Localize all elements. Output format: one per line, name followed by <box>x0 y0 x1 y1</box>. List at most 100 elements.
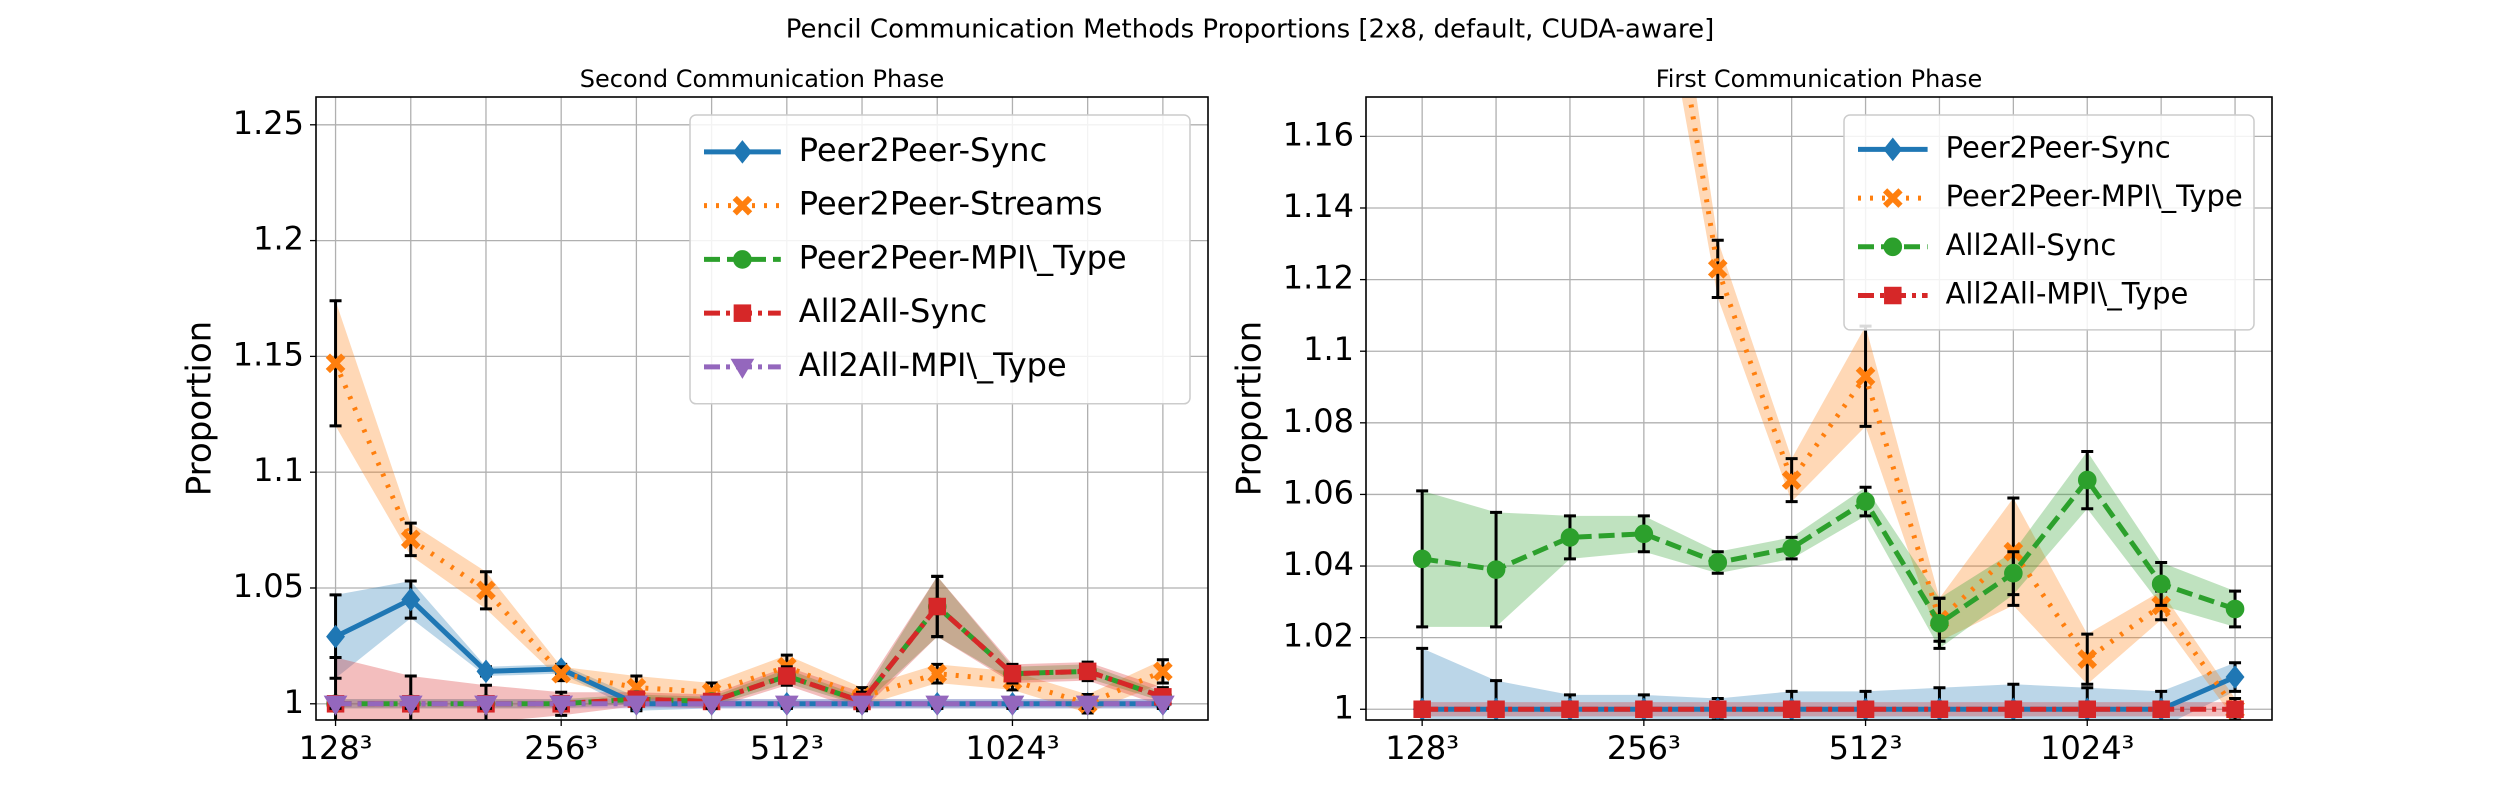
marker <box>1000 695 1025 716</box>
legend-label: Peer2Peer-Sync <box>1946 130 2171 164</box>
marker <box>325 353 346 374</box>
marker <box>1882 188 1903 208</box>
marker <box>1930 700 1949 719</box>
x-tick-label: 128³ <box>299 729 373 767</box>
legend-label: Peer2Peer-Streams <box>799 185 1103 223</box>
axes-title: First Communication Phase <box>1656 65 1983 93</box>
marker <box>624 695 649 716</box>
marker <box>1707 259 1728 279</box>
marker <box>2077 470 2097 490</box>
marker <box>850 695 874 716</box>
marker <box>699 695 724 716</box>
marker <box>1883 237 1903 257</box>
marker <box>2152 700 2170 719</box>
axes-frame <box>315 96 1209 721</box>
marker <box>732 195 753 216</box>
x-tick-label: 1024³ <box>2040 729 2134 767</box>
error-band <box>1681 97 2236 720</box>
marker <box>323 695 348 716</box>
y-tick-label: 1.02 <box>1283 617 1354 655</box>
y-tick-label: 1.06 <box>1283 473 1354 511</box>
series-line <box>334 596 1163 707</box>
marker <box>2225 599 2245 619</box>
marker <box>551 663 572 684</box>
x-tick-label: 512³ <box>750 729 824 767</box>
marker <box>778 667 796 685</box>
marker <box>1884 286 1902 305</box>
y-tick-label: 1.1 <box>1303 330 1354 368</box>
marker <box>2004 563 2023 583</box>
marker <box>1487 700 1505 719</box>
marker <box>2004 700 2023 719</box>
error-band <box>335 581 1163 711</box>
marker <box>1709 700 1727 719</box>
marker <box>1412 549 1432 569</box>
plot-area <box>323 299 1175 720</box>
marker <box>474 695 498 716</box>
legend-label: Peer2Peer-MPI\_Type <box>799 238 1127 276</box>
marker <box>1413 700 1431 719</box>
marker <box>1634 524 1654 544</box>
series-line <box>1687 97 2238 711</box>
marker <box>1782 538 1801 558</box>
error-band <box>335 576 1163 720</box>
legend-box <box>689 114 1191 405</box>
marker <box>1855 366 1876 387</box>
legend-label: All2All-MPI\_Type <box>1946 277 2189 311</box>
marker <box>733 250 752 269</box>
y-tick-label: 1.25 <box>233 104 304 142</box>
marker <box>549 695 574 716</box>
axes-title: Second Communication Phase <box>580 65 944 93</box>
marker <box>1075 695 1100 716</box>
y-tick-label: 1.2 <box>253 220 304 258</box>
marker <box>1930 614 1949 633</box>
marker <box>401 587 421 612</box>
y-axis-label: Proportion <box>1230 321 1270 496</box>
x-tick-label: 1024³ <box>965 729 1059 767</box>
legend-label: All2All-MPI\_Type <box>799 346 1067 384</box>
marker <box>2077 649 2098 669</box>
marker <box>732 140 752 164</box>
legend-label: Peer2Peer-MPI\_Type <box>1946 179 2243 213</box>
marker <box>927 663 948 684</box>
marker <box>733 304 752 322</box>
marker <box>326 624 345 649</box>
y-tick-label: 1.14 <box>1283 187 1354 225</box>
y-axis-label: Proportion <box>180 321 220 496</box>
error-band <box>335 576 1163 709</box>
legend-label: Peer2Peer-Sync <box>799 131 1047 169</box>
y-tick-label: 1.1 <box>253 451 304 489</box>
marker <box>928 597 946 616</box>
marker <box>1003 664 1022 683</box>
marker <box>1635 700 1653 719</box>
marker <box>1561 700 1579 719</box>
y-tick-label: 1.05 <box>233 567 304 605</box>
marker <box>2225 665 2245 689</box>
marker <box>1560 528 1580 547</box>
marker <box>398 695 423 716</box>
x-tick-label: 256³ <box>1607 729 1681 767</box>
legend-label: All2All-Sync <box>1946 228 2117 262</box>
marker <box>1781 470 1802 490</box>
error-band <box>1422 648 2236 720</box>
marker <box>1856 492 1875 511</box>
marker <box>925 695 950 716</box>
marker <box>774 695 799 716</box>
marker <box>1856 700 1875 719</box>
y-tick-label: 1.16 <box>1283 115 1354 153</box>
x-tick-label: 512³ <box>1829 729 1903 767</box>
marker <box>1486 560 1506 579</box>
legend-box <box>1843 114 2255 331</box>
figure-title: Pencil Communication Methods Proportions… <box>786 15 1715 45</box>
marker <box>730 358 755 379</box>
x-tick-label: 128³ <box>1385 729 1459 767</box>
axes-frame <box>1365 96 2273 721</box>
y-tick-label: 1 <box>1334 688 1354 726</box>
y-tick-label: 1 <box>284 683 304 721</box>
marker <box>476 659 496 684</box>
marker <box>2226 700 2244 719</box>
marker <box>1078 662 1097 681</box>
marker <box>1150 695 1175 716</box>
y-tick-label: 1.08 <box>1283 402 1354 440</box>
marker <box>2151 574 2171 594</box>
